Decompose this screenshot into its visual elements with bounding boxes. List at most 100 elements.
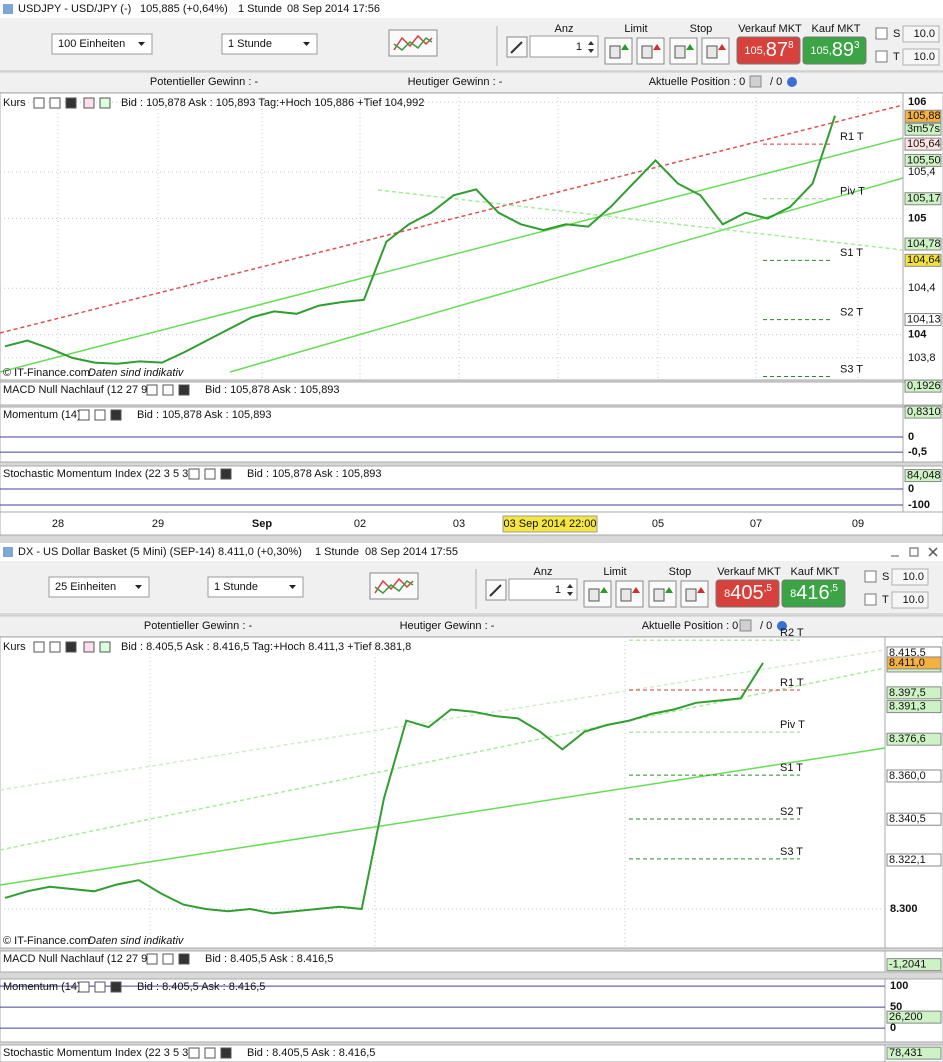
- chart-type-icon: [393, 36, 433, 51]
- stop-icon: [685, 588, 697, 602]
- wrench-icon: [510, 41, 523, 54]
- pivot-label: Piv T: [840, 186, 865, 198]
- indicator-tool[interactable]: [78, 409, 90, 421]
- dropdown[interactable]: [207, 576, 304, 598]
- window-icon: [3, 547, 13, 557]
- buy-button[interactable]: [781, 579, 846, 608]
- buy-price-small: 8: [790, 588, 796, 600]
- position-settings[interactable]: [787, 77, 797, 87]
- limit-arrow: [621, 44, 629, 50]
- t-checkbox[interactable]: [875, 50, 888, 63]
- dropdown-value: 25 Einheiten: [55, 581, 116, 593]
- qty-spinner: [567, 584, 573, 596]
- stop-icon: [706, 45, 718, 59]
- indicator-tool[interactable]: [162, 953, 174, 965]
- s-checkbox[interactable]: [875, 27, 888, 40]
- indicator-tool[interactable]: [146, 384, 158, 396]
- price-marker-label: 105,50: [907, 154, 941, 166]
- x-tick-label: 02: [354, 518, 366, 530]
- indicator-tool[interactable]: [220, 1047, 232, 1059]
- x-tick-label: 03 Sep 2014 22:00: [504, 518, 597, 530]
- indicator-tool[interactable]: [188, 1047, 200, 1059]
- chart-tool[interactable]: [33, 641, 45, 653]
- stop-arrow: [686, 44, 694, 50]
- stop-arrow: [718, 44, 726, 50]
- watermark-note: Daten sind indikativ: [88, 367, 185, 379]
- chart-tool[interactable]: [99, 97, 111, 109]
- pivot-label: S1 T: [840, 247, 863, 259]
- chart-tool[interactable]: [99, 641, 111, 653]
- indicator-marker: [904, 469, 942, 483]
- title-interval: 1 Stunde: [238, 3, 282, 15]
- sell-button[interactable]: [736, 36, 801, 65]
- indicator-name: Stochastic Momentum Index (22 3 5 3): [3, 468, 192, 480]
- chart-tool[interactable]: [83, 97, 95, 109]
- chart-tool[interactable]: [65, 97, 77, 109]
- title-bar: [0, 0, 943, 18]
- trend-channel: [0, 137, 904, 373]
- qty-input[interactable]: [508, 578, 578, 601]
- stop-arrow: [697, 587, 705, 593]
- indicator-tool[interactable]: [162, 384, 174, 396]
- chart-tool[interactable]: [65, 641, 77, 653]
- chart-tool[interactable]: [33, 97, 45, 109]
- qty-spinner: [588, 41, 594, 53]
- window-icon: [3, 4, 13, 14]
- chart-tool[interactable]: [49, 97, 61, 109]
- indicator-quote: Bid : 105,878 Ask : 105,893: [137, 409, 272, 421]
- indicator-tick-label: 0: [890, 1022, 896, 1034]
- indicator-tool[interactable]: [204, 468, 216, 480]
- price-marker-label: 8.411,0: [889, 657, 925, 669]
- indicator-quote: Bid : 8.405,5 Ask : 8.416,5: [137, 981, 265, 993]
- dropdown-arrow: [303, 42, 310, 46]
- position-settings[interactable]: [777, 621, 787, 631]
- maximize-button[interactable]: [909, 547, 919, 557]
- indicator-tool[interactable]: [94, 409, 106, 421]
- indicator-quote: Bid : 8.405,5 Ask : 8.416,5: [247, 1047, 375, 1059]
- indicator-tool[interactable]: [220, 468, 232, 480]
- chart-type-icon: [374, 579, 414, 594]
- buy-button[interactable]: [802, 36, 867, 65]
- indicator-tool[interactable]: [94, 981, 106, 993]
- pivot-label: Piv T: [780, 719, 805, 731]
- indicator-tool[interactable]: [204, 1047, 216, 1059]
- t-input[interactable]: [891, 591, 929, 609]
- t-input[interactable]: [902, 48, 940, 66]
- qty-input[interactable]: [529, 35, 599, 58]
- indicator-marker-label: -1,2041: [889, 959, 926, 971]
- limit-arrow: [600, 587, 608, 593]
- chart-tool[interactable]: [49, 641, 61, 653]
- y-tick-label: 105: [908, 212, 926, 224]
- close-button[interactable]: [928, 547, 938, 557]
- t-value: 10.0: [903, 594, 924, 606]
- sell-button[interactable]: [715, 579, 780, 608]
- indicator-tick-label: 0: [908, 431, 914, 443]
- info-potential: Potentieller Gewinn : -: [144, 620, 253, 632]
- position-icon: [749, 75, 762, 88]
- indicator-tool[interactable]: [110, 981, 122, 993]
- s-input[interactable]: [891, 568, 929, 586]
- indicator-marker-label: 0,1926: [907, 380, 941, 392]
- indicator-tool[interactable]: [110, 409, 122, 421]
- dropdown[interactable]: [221, 33, 318, 55]
- chart-tool[interactable]: [83, 641, 95, 653]
- buy-price: 105,893: [810, 39, 860, 61]
- dropdown[interactable]: [48, 576, 150, 598]
- limit-label: Limit: [603, 566, 626, 578]
- indicator-tool[interactable]: [146, 953, 158, 965]
- t-label: T: [893, 51, 900, 63]
- dropdown[interactable]: [51, 33, 153, 55]
- buy-price-big: 89: [832, 39, 854, 61]
- t-checkbox[interactable]: [864, 593, 877, 606]
- title-last: 8.411,0 (+0,30%): [218, 546, 302, 558]
- price-marker: [886, 732, 942, 746]
- s-input[interactable]: [902, 25, 940, 43]
- indicator-tool[interactable]: [178, 953, 190, 965]
- x-tick-label: 03: [453, 518, 465, 530]
- s-checkbox[interactable]: [864, 570, 877, 583]
- indicator-tool[interactable]: [188, 468, 200, 480]
- indicator-tool[interactable]: [78, 981, 90, 993]
- indicator-tool[interactable]: [178, 384, 190, 396]
- t-value: 10.0: [914, 51, 935, 63]
